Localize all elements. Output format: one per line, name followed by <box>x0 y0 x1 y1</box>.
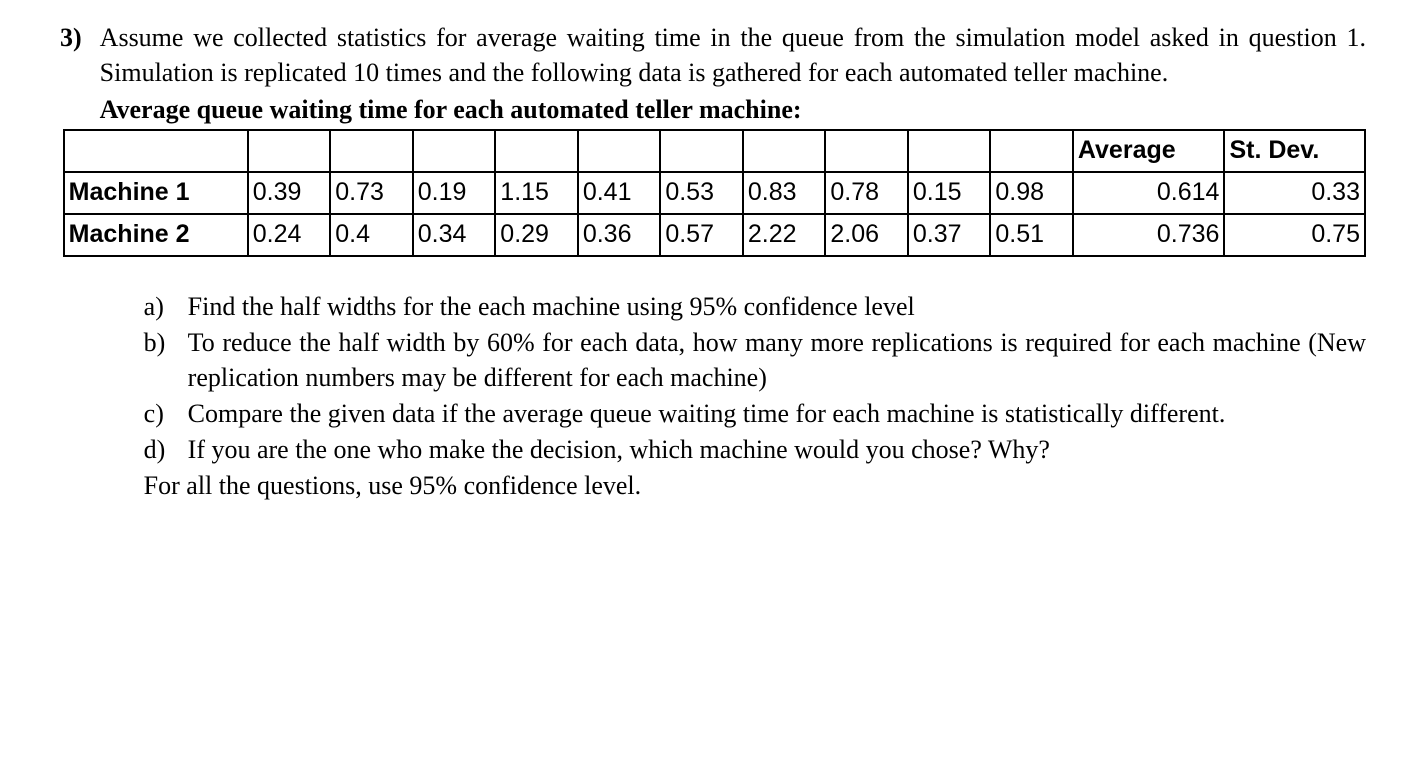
data-cell: 2.22 <box>743 214 826 256</box>
header-blank-cell <box>743 130 826 172</box>
data-cell: 0.57 <box>660 214 743 256</box>
subpart-d: d) If you are the one who make the decis… <box>144 432 1366 467</box>
subpart-text: If you are the one who make the decision… <box>188 432 1366 467</box>
data-cell: 0.83 <box>743 172 826 214</box>
data-cell: 0.39 <box>248 172 331 214</box>
row-label-machine-2: Machine 2 <box>64 214 248 256</box>
header-blank-cell <box>578 130 661 172</box>
average-cell: 0.614 <box>1073 172 1225 214</box>
stdev-cell: 0.33 <box>1224 172 1365 214</box>
subpart-label: d) <box>144 432 170 467</box>
header-blank-cell <box>248 130 331 172</box>
header-blank-cell <box>330 130 413 172</box>
question-body: Assume we collected statistics for avera… <box>100 20 1366 503</box>
header-blank-cell <box>660 130 743 172</box>
subpart-text: Find the half widths for the each machin… <box>188 289 1366 324</box>
question-number: 3) <box>60 20 82 55</box>
table-header-row: Average St. Dev. <box>64 130 1365 172</box>
subparts-container: a) Find the half widths for the each mac… <box>144 289 1366 504</box>
data-table: Average St. Dev. Machine 1 0.39 0.73 0.1… <box>63 129 1366 256</box>
header-blank-cell <box>990 130 1073 172</box>
data-cell: 0.34 <box>413 214 496 256</box>
data-cell: 2.06 <box>825 214 908 256</box>
data-cell: 0.51 <box>990 214 1073 256</box>
subpart-text: To reduce the half width by 60% for each… <box>188 325 1366 395</box>
header-blank-cell <box>64 130 248 172</box>
data-cell: 0.15 <box>908 172 991 214</box>
header-blank-cell <box>413 130 496 172</box>
subpart-text: Compare the given data if the average qu… <box>188 396 1366 431</box>
table-title: Average queue waiting time for each auto… <box>100 92 1366 127</box>
question-block: 3) Assume we collected statistics for av… <box>60 20 1366 503</box>
table-row: Machine 1 0.39 0.73 0.19 1.15 0.41 0.53 … <box>64 172 1365 214</box>
intro-text: Assume we collected statistics for avera… <box>100 20 1366 90</box>
data-cell: 0.98 <box>990 172 1073 214</box>
data-cell: 0.53 <box>660 172 743 214</box>
header-blank-cell <box>908 130 991 172</box>
data-cell: 0.73 <box>330 172 413 214</box>
subpart-b: b) To reduce the half width by 60% for e… <box>144 325 1366 395</box>
data-cell: 0.36 <box>578 214 661 256</box>
footer-note: For all the questions, use 95% confidenc… <box>144 468 1366 503</box>
column-header-stdev: St. Dev. <box>1224 130 1365 172</box>
subpart-a: a) Find the half widths for the each mac… <box>144 289 1366 324</box>
table-row: Machine 2 0.24 0.4 0.34 0.29 0.36 0.57 2… <box>64 214 1365 256</box>
subpart-label: c) <box>144 396 170 431</box>
data-cell: 1.15 <box>495 172 578 214</box>
data-cell: 0.78 <box>825 172 908 214</box>
stdev-cell: 0.75 <box>1224 214 1365 256</box>
column-header-average: Average <box>1073 130 1225 172</box>
data-cell: 0.19 <box>413 172 496 214</box>
data-cell: 0.37 <box>908 214 991 256</box>
data-cell: 0.24 <box>248 214 331 256</box>
header-blank-cell <box>825 130 908 172</box>
row-label-machine-1: Machine 1 <box>64 172 248 214</box>
data-cell: 0.4 <box>330 214 413 256</box>
subpart-label: a) <box>144 289 170 324</box>
data-cell: 0.29 <box>495 214 578 256</box>
subpart-label: b) <box>144 325 170 360</box>
header-blank-cell <box>495 130 578 172</box>
average-cell: 0.736 <box>1073 214 1225 256</box>
subpart-c: c) Compare the given data if the average… <box>144 396 1366 431</box>
data-cell: 0.41 <box>578 172 661 214</box>
